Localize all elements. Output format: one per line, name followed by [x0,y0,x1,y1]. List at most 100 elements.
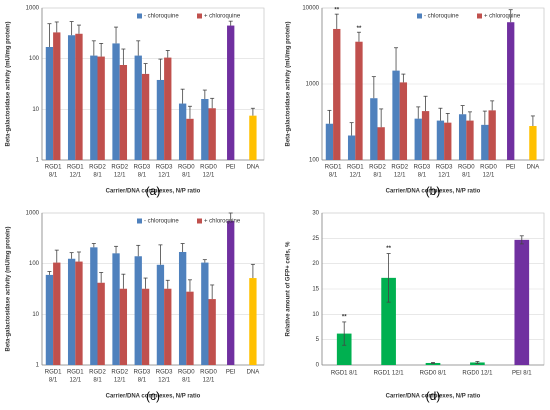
x-tick-label: RGD2 [89,370,106,376]
x-tick-label: 8/1 [329,173,338,179]
bar [97,56,105,160]
panel-label: (d) [426,389,441,403]
x-tick-label: RGD1 8/1 [331,371,358,377]
control-bar [507,22,515,161]
x-tick-label: 12/1 [438,173,450,179]
bar [481,124,489,160]
bar [333,28,341,161]
bar [421,111,430,160]
bar [164,288,172,365]
panel-label: (b) [426,184,441,198]
panel-label: (c) [146,389,160,403]
y-axis-label: Beta-galactosidase activity (mU/mg prote… [286,21,292,146]
x-tick-label: RGD0 12/1 [462,371,493,377]
x-tick-label: RGD2 [111,165,128,171]
bar [392,70,400,160]
x-tick-label: 8/1 [49,378,58,384]
x-tick-label: RGD3 [134,165,151,171]
legend-label: - chloroquine [144,219,179,225]
bar [141,288,150,365]
legend-swatch [417,13,422,19]
x-tick-label: RGD0 [458,165,475,171]
x-tick-label: RGD1 [347,165,364,171]
bar [399,82,408,160]
x-axis-label: Carrier/DNA complexes, N/P ratio [386,189,481,195]
y-tick-label: 100 [29,56,40,62]
bar [347,135,356,160]
bar [370,98,378,160]
bar [67,258,76,365]
x-axis-label: Carrier/DNA complexes, N/P ratio [106,394,201,400]
x-tick-label: 8/1 [182,173,191,179]
y-tick-label: 10 [312,312,319,318]
control-bar [249,278,257,365]
x-tick-label: 8/1 [182,378,191,384]
control-bar [227,220,235,365]
bar [377,127,385,160]
y-tick-label: 5 [316,337,320,343]
x-tick-label: 8/1 [49,173,58,179]
y-tick-label: 10000 [302,6,319,12]
x-tick-label: RGD1 12/1 [374,371,405,377]
x-tick-label: 12/1 [394,173,406,179]
control-bar [227,25,235,160]
x-tick-label: RGD3 [134,370,151,376]
annotation: ** [342,315,347,321]
bar [514,239,530,365]
y-tick-label: 1 [36,363,40,369]
legend-label: - chloroquine [424,14,459,20]
x-tick-label: 8/1 [418,173,427,179]
legend-swatch [137,218,142,224]
legend-label: + chloroquine [484,14,521,20]
control-bar [249,115,257,160]
bar [178,251,187,365]
bar [208,108,216,160]
bar [425,362,441,365]
x-tick-label: 12/1 [158,173,170,179]
x-tick-label: RGD3 [156,165,173,171]
y-axis-label: Beta-galactosidase activity (mU/mg prote… [6,21,12,146]
y-tick-label: 1 [36,158,40,164]
x-axis-label: Carrier/DNA complexes, N/P ratio [106,189,201,195]
bar [67,35,76,160]
legend-swatch [137,13,142,19]
bar [444,122,452,160]
x-tick-label: RGD2 [111,370,128,376]
control-bar [529,126,537,160]
x-axis-label: Carrier/DNA complexes, N/P ratio [386,394,481,400]
x-tick-label: RGD3 [156,370,173,376]
x-tick-label: RGD0 [178,165,195,171]
x-tick-label: RGD0 [480,165,497,171]
bar [414,118,422,160]
bar [186,118,194,160]
bar [53,32,61,160]
bar [201,262,209,365]
x-tick-label: 12/1 [203,378,215,384]
bar [75,261,83,365]
y-tick-label: 1000 [306,82,320,88]
bar [112,43,120,161]
x-tick-label: 8/1 [93,378,102,384]
bar [112,253,120,365]
annotation: ** [334,8,339,14]
bar [466,120,474,160]
bar [90,55,98,160]
bar [156,79,165,160]
x-tick-label: 8/1 [373,173,382,179]
x-tick-label: 8/1 [93,173,102,179]
bar [178,103,187,160]
annotation: ** [357,26,362,32]
annotation: ** [386,246,391,252]
bar [134,55,142,160]
bar [164,57,172,160]
bar [90,247,98,365]
x-tick-label: RGD1 [67,370,84,376]
y-axis-label: Beta-galactosidase activity (mU/mg prote… [6,226,12,351]
bar [97,282,105,365]
bar [208,299,216,365]
y-tick-label: 10 [32,107,39,113]
x-tick-label: DNA [247,165,260,171]
x-tick-label: 12/1 [349,173,361,179]
x-tick-label: RGD0 [200,165,217,171]
